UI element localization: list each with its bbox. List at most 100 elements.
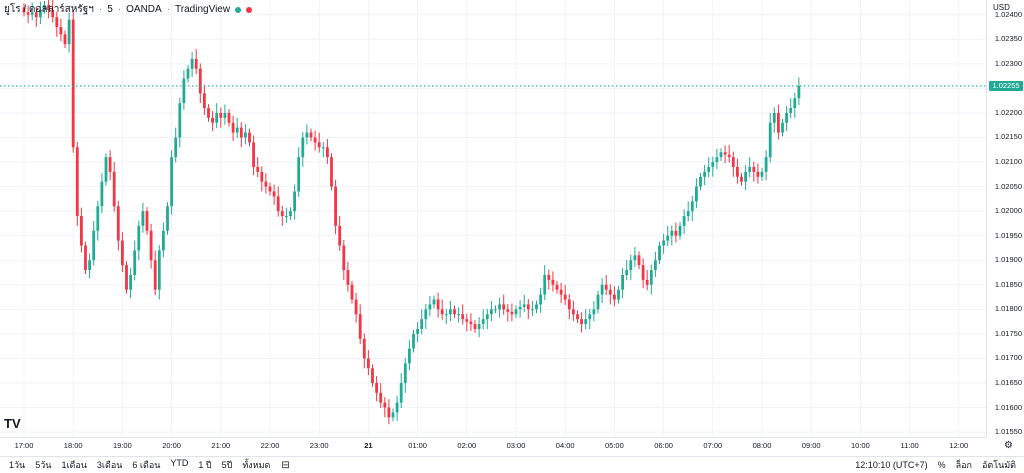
- candle-body: [494, 309, 497, 311]
- range-button[interactable]: 6 เดือน: [132, 460, 161, 470]
- candle-body: [428, 304, 432, 310]
- candle-body: [203, 93, 206, 109]
- log-toggle[interactable]: ล็อก: [955, 460, 972, 470]
- candle-body: [137, 225, 141, 251]
- range-button[interactable]: 5ปี: [221, 460, 233, 470]
- price-tick-label: 1.01550: [994, 427, 1022, 437]
- time-tick-label: 03:00: [506, 441, 526, 450]
- candle-body: [461, 314, 465, 320]
- candle-body: [600, 284, 604, 295]
- candle-body: [305, 132, 309, 138]
- tradingview-logo-icon[interactable]: TV: [4, 416, 21, 431]
- candle-body: [539, 294, 542, 305]
- candle-body: [71, 19, 75, 148]
- candle-body: [485, 314, 489, 320]
- range-button[interactable]: 1เดือน: [61, 460, 87, 470]
- candle-body: [420, 319, 424, 329]
- range-button[interactable]: ทั้งหมด: [242, 460, 271, 470]
- range-button[interactable]: YTD: [170, 458, 189, 468]
- time-tick-label: 23:00: [309, 441, 329, 450]
- candle-body: [260, 171, 264, 182]
- candle-body: [362, 338, 366, 359]
- clock-label[interactable]: 12:10:10 (UTC+7): [855, 460, 928, 470]
- candle-body: [330, 157, 333, 187]
- candle-body: [416, 328, 419, 334]
- candle-body: [768, 122, 772, 158]
- range-button[interactable]: 1วัน: [9, 460, 26, 470]
- candle-body: [457, 314, 460, 316]
- price-tick-label: 1.01600: [994, 402, 1022, 412]
- candle-body: [43, 4, 46, 10]
- candle-body: [22, 7, 26, 13]
- candle-body: [256, 166, 260, 172]
- time-tick-label: 10:00: [851, 441, 870, 450]
- candle-body: [252, 142, 255, 167]
- time-tick-label: 22:00: [260, 441, 280, 450]
- candle-body: [268, 186, 272, 192]
- candle-body: [248, 132, 251, 143]
- candle-body: [699, 176, 702, 187]
- legend-separator: ·: [117, 4, 122, 15]
- candle-body: [608, 289, 612, 295]
- candle-body: [178, 103, 182, 138]
- price-tick-label: 1.02400: [994, 9, 1022, 19]
- price-tick-label: 1.01950: [994, 230, 1022, 240]
- candle-body: [481, 319, 485, 325]
- time-tick-label: 11:00: [900, 441, 919, 450]
- price-tick-label: 1.01850: [994, 279, 1022, 289]
- time-tick-label: 08:00: [752, 441, 772, 450]
- currency-label[interactable]: USD: [993, 3, 1010, 12]
- candle-body: [313, 137, 317, 143]
- candle-body: [403, 363, 407, 383]
- candle-body: [785, 112, 788, 123]
- candle-body: [547, 274, 551, 280]
- candle-body: [711, 162, 715, 167]
- percent-toggle[interactable]: %: [937, 460, 946, 470]
- range-button[interactable]: 5วัน: [35, 460, 52, 470]
- candle-body: [469, 321, 473, 325]
- candle-body: [350, 284, 354, 300]
- candle-body: [92, 230, 96, 261]
- candle-body: [682, 216, 686, 226]
- time-tick-label: 21:00: [211, 441, 231, 450]
- candle-body: [674, 230, 678, 236]
- candle-body: [96, 206, 100, 231]
- time-tick-label: 02:00: [457, 441, 477, 450]
- candle-body: [662, 240, 665, 246]
- candle-body: [621, 274, 624, 290]
- interval-label[interactable]: 5: [107, 4, 113, 15]
- candle-body: [543, 274, 547, 295]
- candle-body: [26, 12, 30, 15]
- date-range-icon[interactable]: ⊟: [281, 459, 290, 471]
- candle-body: [444, 314, 448, 316]
- auto-toggle[interactable]: อัตโนมัติ: [981, 460, 1016, 470]
- candle-body: [338, 225, 342, 246]
- price-tick-label: 1.01800: [994, 304, 1022, 314]
- candle-body: [383, 402, 387, 408]
- candle-body: [219, 112, 223, 118]
- time-axis[interactable]: 17:00 18:00 19:00 20:00 21:00 22:00 23:00 21 01:…: [0, 437, 986, 453]
- price-tick-label: 1.02350: [994, 34, 1022, 44]
- time-tick-label: 19:00: [113, 441, 132, 450]
- range-button[interactable]: 1 ปี: [198, 460, 212, 470]
- range-button[interactable]: 3เดือน: [96, 460, 123, 470]
- candle-body: [690, 201, 694, 212]
- candle-body: [125, 265, 128, 290]
- candle-body: [707, 166, 711, 172]
- candle-body: [654, 260, 657, 271]
- chart-area[interactable]: ยูโร / ดอลลาร์สหรัฐฯ · 5 · OANDA · Tradi…: [0, 0, 986, 437]
- price-scale[interactable]: USD 1.024001.023501.023001.022501.022001…: [986, 0, 1024, 437]
- candle-body: [272, 191, 276, 197]
- candle-body: [170, 157, 173, 207]
- candle-body: [740, 176, 743, 182]
- price-tick-label: 1.02100: [994, 157, 1022, 167]
- candle-body: [719, 152, 723, 158]
- time-tick-label: 01:00: [408, 441, 427, 450]
- symbol-name[interactable]: ยูโร / ดอลลาร์สหรัฐฯ: [4, 4, 94, 15]
- candle-body: [63, 34, 67, 45]
- candle-body: [764, 157, 768, 172]
- gear-icon[interactable]: ⚙: [1004, 440, 1013, 451]
- candle-body: [153, 260, 157, 290]
- candlestick-chart[interactable]: [0, 0, 986, 437]
- candle-body: [375, 382, 378, 393]
